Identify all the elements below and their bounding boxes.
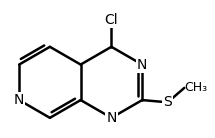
Text: S: S: [163, 95, 172, 109]
Text: Cl: Cl: [104, 13, 118, 27]
Text: CH₃: CH₃: [184, 81, 207, 94]
Text: N: N: [106, 111, 117, 125]
Text: N: N: [14, 93, 24, 107]
Text: N: N: [137, 58, 147, 72]
